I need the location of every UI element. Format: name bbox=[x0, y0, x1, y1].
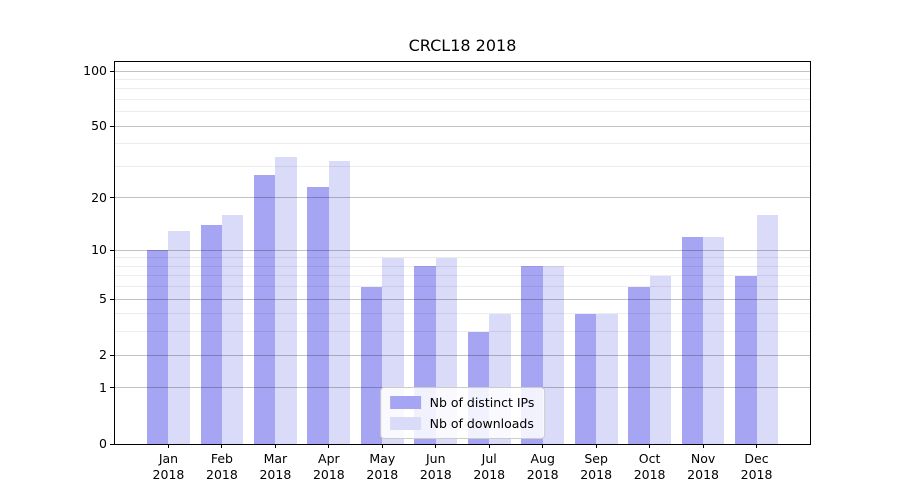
major-gridline bbox=[115, 298, 810, 300]
y-tick-label: 2 bbox=[99, 347, 107, 363]
major-gridline bbox=[115, 249, 810, 251]
x-tick-label: Feb 2018 bbox=[206, 451, 238, 482]
legend-swatch-icon bbox=[389, 396, 421, 409]
bar-ips-may bbox=[360, 286, 383, 444]
plot-area: Nb of distinct IPs Nb of downloads Jan 20… bbox=[83, 61, 811, 482]
y-tick bbox=[110, 249, 115, 251]
legend-entry: Nb of distinct IPs bbox=[389, 395, 535, 410]
minor-gridline bbox=[115, 313, 810, 315]
bar-downloads-mar bbox=[275, 156, 297, 444]
minor-gridline bbox=[115, 265, 810, 267]
x-tick-label: Jul 2018 bbox=[473, 451, 506, 482]
x-tick bbox=[328, 444, 330, 448]
bar-ips-jan bbox=[147, 250, 169, 444]
major-gridline bbox=[115, 70, 810, 72]
major-gridline bbox=[115, 354, 810, 356]
bar-ips-nov bbox=[681, 236, 704, 444]
legend-swatch-icon bbox=[389, 417, 421, 430]
y-tick-label: 1 bbox=[99, 379, 107, 395]
minor-gridline bbox=[115, 88, 810, 90]
minor-gridline bbox=[115, 286, 810, 288]
y-tick-label: 10 bbox=[91, 242, 107, 258]
bar-downloads-oct bbox=[649, 275, 671, 444]
x-tick bbox=[702, 444, 704, 448]
minor-gridline bbox=[115, 143, 810, 145]
x-tick bbox=[381, 444, 383, 448]
bar-ips-sep bbox=[574, 313, 597, 444]
legend: Nb of distinct IPs Nb of downloads bbox=[379, 387, 546, 439]
y-tick-label: 100 bbox=[83, 63, 107, 79]
y-tick-label: 0 bbox=[99, 436, 107, 451]
major-gridline bbox=[115, 197, 810, 199]
minor-gridline bbox=[115, 111, 810, 113]
minor-gridline bbox=[115, 331, 810, 333]
bar-ips-mar bbox=[254, 174, 276, 444]
x-tick-label: Oct 2018 bbox=[633, 451, 666, 482]
y-tick bbox=[110, 197, 115, 199]
y-tick bbox=[110, 125, 115, 127]
bar-downloads-sep bbox=[596, 313, 618, 444]
x-tick-label: Sep 2018 bbox=[580, 451, 613, 482]
bar-ips-dec bbox=[735, 275, 757, 444]
bar-downloads-feb bbox=[221, 215, 244, 444]
minor-gridline bbox=[115, 257, 810, 259]
y-tick bbox=[110, 354, 115, 356]
bar-ips-apr bbox=[307, 187, 329, 444]
minor-gridline bbox=[115, 99, 810, 101]
x-tick bbox=[435, 444, 437, 448]
y-tick bbox=[110, 443, 115, 445]
x-tick bbox=[221, 444, 223, 448]
chart-title: CRCL18 2018 bbox=[408, 36, 517, 55]
x-tick-label: Jan 2018 bbox=[152, 451, 185, 482]
bar-ips-feb bbox=[200, 225, 222, 444]
bar-downloads-apr bbox=[328, 161, 351, 444]
x-tick-label: May 2018 bbox=[366, 451, 399, 482]
x-tick-label: Apr 2018 bbox=[312, 451, 345, 482]
x-tick bbox=[167, 444, 169, 448]
x-tick bbox=[595, 444, 597, 448]
x-tick-label: Mar 2018 bbox=[259, 451, 292, 482]
y-tick bbox=[110, 70, 115, 72]
bar-downloads-aug bbox=[542, 266, 565, 444]
x-tick-label: Dec 2018 bbox=[740, 451, 773, 482]
bar-downloads-nov bbox=[703, 236, 725, 444]
legend-entry: Nb of downloads bbox=[389, 416, 535, 431]
minor-gridline bbox=[115, 275, 810, 277]
minor-gridline bbox=[115, 166, 810, 167]
x-tick bbox=[274, 444, 276, 448]
y-tick-label: 5 bbox=[99, 291, 107, 307]
x-tick bbox=[649, 444, 651, 448]
x-tick-label: Aug 2018 bbox=[526, 451, 559, 482]
bar-ips-oct bbox=[628, 286, 650, 444]
x-tick bbox=[488, 444, 490, 448]
legend-label: Nb of distinct IPs bbox=[429, 395, 535, 410]
bar-downloads-jan bbox=[168, 230, 190, 444]
bar-downloads-dec bbox=[756, 215, 778, 444]
minor-gridline bbox=[115, 79, 810, 80]
y-tick-label: 50 bbox=[91, 118, 107, 134]
y-tick bbox=[110, 387, 115, 389]
y-tick bbox=[110, 298, 115, 300]
major-gridline bbox=[115, 125, 810, 127]
x-tick bbox=[542, 444, 544, 448]
legend-label: Nb of downloads bbox=[429, 416, 534, 431]
x-tick bbox=[756, 444, 758, 448]
x-tick-label: Jun 2018 bbox=[419, 451, 452, 482]
y-tick-label: 20 bbox=[91, 189, 107, 205]
x-tick-label: Nov 2018 bbox=[687, 451, 719, 482]
